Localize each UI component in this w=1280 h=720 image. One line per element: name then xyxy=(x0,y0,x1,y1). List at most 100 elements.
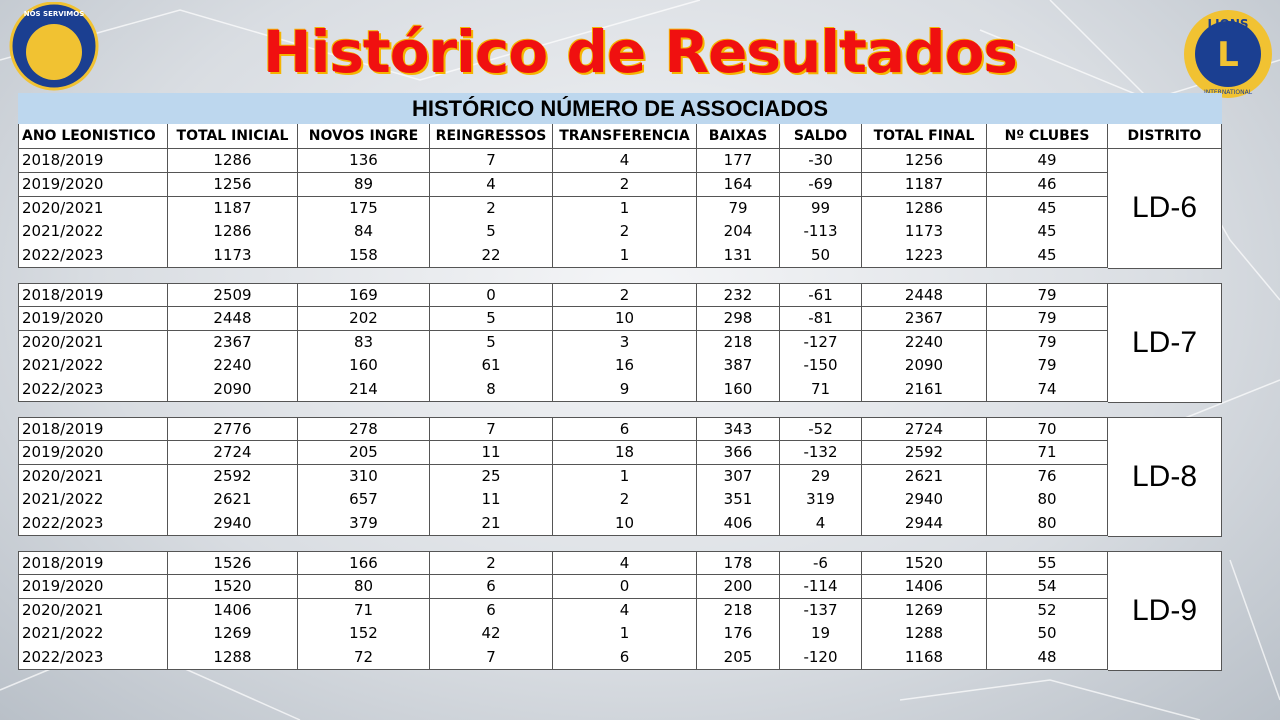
value-cell: -61 xyxy=(780,283,862,308)
value-cell: 79 xyxy=(697,196,780,221)
value-cell: 1520 xyxy=(862,551,987,576)
value-cell: 136 xyxy=(298,149,430,174)
value-cell: 310 xyxy=(298,464,430,489)
column-header: TRANSFERENCIA xyxy=(553,124,697,149)
value-cell: 2 xyxy=(430,551,553,576)
logo-text: INTERNATIONAL xyxy=(1204,89,1253,96)
value-cell: 5 xyxy=(430,306,553,332)
value-cell: 76 xyxy=(987,464,1108,489)
value-cell: 6 xyxy=(430,574,553,600)
value-cell: 2240 xyxy=(168,354,298,379)
value-cell: 164 xyxy=(697,172,780,198)
value-cell: 218 xyxy=(697,330,780,355)
value-cell: 54 xyxy=(987,574,1108,600)
value-cell: 4 xyxy=(780,512,862,537)
value-cell: -114 xyxy=(780,574,862,600)
year-cell: 2021/2022 xyxy=(18,354,168,379)
value-cell: 1 xyxy=(553,196,697,221)
value-cell: 71 xyxy=(780,378,862,403)
value-cell: 45 xyxy=(987,244,1108,269)
value-cell: 29 xyxy=(780,464,862,489)
value-cell: 0 xyxy=(430,283,553,308)
value-cell: 1223 xyxy=(862,244,987,269)
logo-text: LIONS xyxy=(1208,17,1249,31)
value-cell: 1168 xyxy=(862,646,987,671)
value-cell: -127 xyxy=(780,330,862,355)
value-cell: -81 xyxy=(780,306,862,332)
value-cell: 2240 xyxy=(862,330,987,355)
value-cell: 5 xyxy=(430,220,553,245)
value-cell: 18 xyxy=(553,440,697,466)
value-cell: 2592 xyxy=(862,440,987,466)
value-cell: 1269 xyxy=(862,598,987,623)
value-cell: 1256 xyxy=(168,172,298,198)
year-cell: 2018/2019 xyxy=(18,417,168,442)
year-cell: 2022/2023 xyxy=(18,646,168,671)
value-cell: 5 xyxy=(430,330,553,355)
value-cell: 11 xyxy=(430,440,553,466)
value-cell: -137 xyxy=(780,598,862,623)
logo-text: NÓS SERVIMOS xyxy=(24,9,84,18)
left-logo: NÓS SERVIMOS xyxy=(9,2,99,91)
value-cell: -150 xyxy=(780,354,862,379)
value-cell: 25 xyxy=(430,464,553,489)
value-cell: 387 xyxy=(697,354,780,379)
value-cell: 176 xyxy=(697,622,780,647)
year-cell: 2022/2023 xyxy=(18,378,168,403)
column-header: BAIXAS xyxy=(697,124,780,149)
value-cell: 79 xyxy=(987,330,1108,355)
value-cell: 1286 xyxy=(862,196,987,221)
value-cell: 2592 xyxy=(168,464,298,489)
value-cell: 10 xyxy=(553,306,697,332)
value-cell: 2090 xyxy=(862,354,987,379)
value-cell: 74 xyxy=(987,378,1108,403)
value-cell: 657 xyxy=(298,488,430,513)
value-cell: 2 xyxy=(553,488,697,513)
district-cell: LD-6 xyxy=(1108,149,1222,269)
value-cell: 4 xyxy=(553,598,697,623)
value-cell: 7 xyxy=(430,149,553,174)
value-cell: 1256 xyxy=(862,149,987,174)
value-cell: 1288 xyxy=(862,622,987,647)
value-cell: -52 xyxy=(780,417,862,442)
value-cell: 1406 xyxy=(168,598,298,623)
year-cell: 2018/2019 xyxy=(18,149,168,174)
year-cell: 2020/2021 xyxy=(18,196,168,221)
value-cell: 10 xyxy=(553,512,697,537)
value-cell: 278 xyxy=(298,417,430,442)
value-cell: 16 xyxy=(553,354,697,379)
value-cell: 2 xyxy=(553,283,697,308)
value-cell: 1 xyxy=(553,464,697,489)
value-cell: 319 xyxy=(780,488,862,513)
value-cell: 2724 xyxy=(862,417,987,442)
value-cell: 1187 xyxy=(168,196,298,221)
value-cell: -120 xyxy=(780,646,862,671)
value-cell: -132 xyxy=(780,440,862,466)
value-cell: 2367 xyxy=(168,330,298,355)
value-cell: 160 xyxy=(697,378,780,403)
value-cell: 46 xyxy=(987,172,1108,198)
value-cell: 1173 xyxy=(862,220,987,245)
value-cell: 71 xyxy=(987,440,1108,466)
value-cell: 1187 xyxy=(862,172,987,198)
value-cell: 2448 xyxy=(168,306,298,332)
value-cell: 21 xyxy=(430,512,553,537)
year-cell: 2020/2021 xyxy=(18,598,168,623)
column-header: NOVOS INGRE xyxy=(298,124,430,149)
column-header: ANO LEONISTICO xyxy=(18,124,168,149)
value-cell: 8 xyxy=(430,378,553,403)
value-cell: 2090 xyxy=(168,378,298,403)
logo-mark: L xyxy=(1217,35,1239,75)
value-cell: 55 xyxy=(987,551,1108,576)
value-cell: -69 xyxy=(780,172,862,198)
value-cell: 80 xyxy=(298,574,430,600)
year-cell: 2019/2020 xyxy=(18,172,168,198)
value-cell: 52 xyxy=(987,598,1108,623)
value-cell: 99 xyxy=(780,196,862,221)
value-cell: 1406 xyxy=(862,574,987,600)
district-cell: LD-7 xyxy=(1108,283,1222,403)
district-cell: LD-8 xyxy=(1108,417,1222,537)
value-cell: 79 xyxy=(987,354,1108,379)
value-cell: 2776 xyxy=(168,417,298,442)
